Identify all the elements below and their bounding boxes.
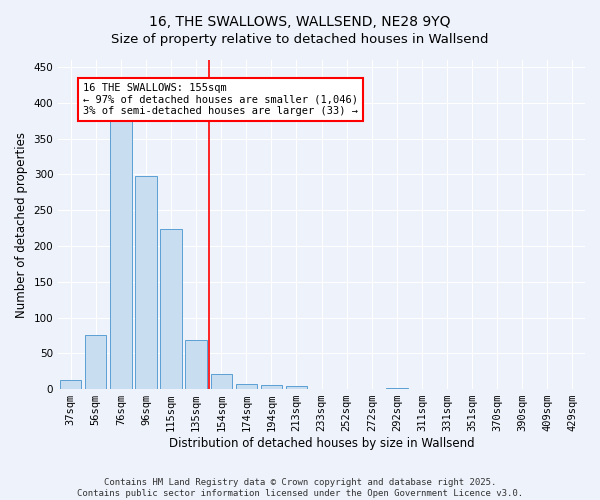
- Bar: [386, 388, 407, 389]
- Text: 16 THE SWALLOWS: 155sqm
← 97% of detached houses are smaller (1,046)
3% of semi-: 16 THE SWALLOWS: 155sqm ← 97% of detache…: [83, 83, 358, 116]
- Y-axis label: Number of detached properties: Number of detached properties: [15, 132, 28, 318]
- Bar: [85, 336, 106, 389]
- Bar: [261, 385, 282, 389]
- X-axis label: Distribution of detached houses by size in Wallsend: Distribution of detached houses by size …: [169, 437, 475, 450]
- Text: Size of property relative to detached houses in Wallsend: Size of property relative to detached ho…: [111, 32, 489, 46]
- Bar: [286, 386, 307, 389]
- Bar: [136, 176, 157, 389]
- Bar: [236, 384, 257, 389]
- Bar: [160, 229, 182, 389]
- Text: 16, THE SWALLOWS, WALLSEND, NE28 9YQ: 16, THE SWALLOWS, WALLSEND, NE28 9YQ: [149, 15, 451, 29]
- Bar: [60, 380, 82, 389]
- Bar: [185, 340, 207, 389]
- Bar: [211, 374, 232, 389]
- Bar: [110, 118, 131, 389]
- Text: Contains HM Land Registry data © Crown copyright and database right 2025.
Contai: Contains HM Land Registry data © Crown c…: [77, 478, 523, 498]
